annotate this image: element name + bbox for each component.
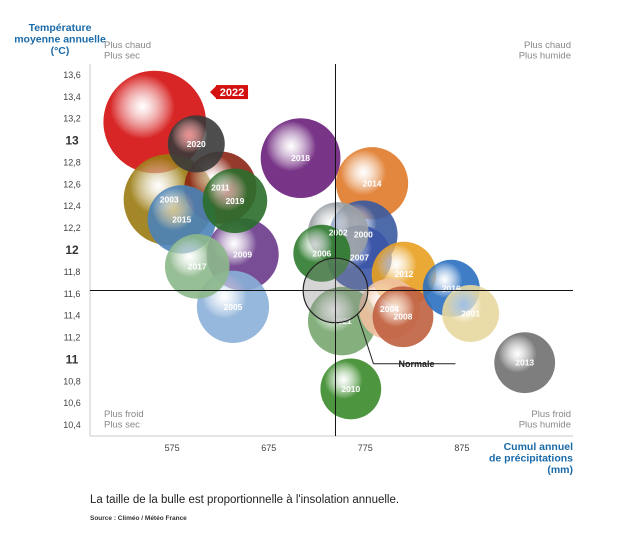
quadrant-label-top-left: Plus sec — [104, 51, 140, 62]
bubble-2021 — [307, 286, 377, 356]
source-line: Source : Climéo / Météo France — [90, 515, 187, 522]
bubble-2020 — [167, 115, 225, 173]
bubble-label-2009: 2009 — [233, 249, 252, 259]
highlight-2022-label: 2022 — [220, 87, 244, 99]
y-tick-label: 11 — [66, 352, 79, 366]
bubble-2014 — [335, 147, 409, 220]
bubble-label-2000: 2000 — [354, 230, 373, 240]
y-tick-label: 10,6 — [63, 398, 81, 408]
bubble-label-2018: 2018 — [291, 153, 310, 163]
x-tick-label: 775 — [358, 443, 373, 453]
x-tick-label: 675 — [261, 443, 276, 453]
quadrant-label-bottom-right: Plus froid — [531, 409, 571, 420]
y-tick-label: 12,2 — [63, 223, 81, 233]
x-axis-title-line: de précipitations — [489, 453, 573, 465]
y-axis-title-line: (°C) — [51, 45, 70, 57]
y-tick-label: 11,2 — [64, 333, 81, 343]
x-axis-title-line: (mm) — [547, 464, 573, 476]
y-tick-label: 12,4 — [63, 201, 81, 211]
y-tick-label: 10,8 — [63, 376, 81, 386]
x-axis-title-line: Cumul annuel — [504, 441, 574, 453]
x-tick-label: 575 — [165, 443, 180, 453]
bubble-2017 — [164, 234, 230, 299]
y-tick-label: 12 — [65, 243, 79, 257]
bubble-2019 — [202, 168, 268, 234]
y-tick-label: 11,4 — [64, 311, 81, 321]
y-tick-label: 13,4 — [63, 92, 81, 102]
bubble-label-2016: 2016 — [442, 283, 461, 293]
y-axis-title-line: Température — [29, 22, 92, 34]
quadrant-label-top-right: Plus chaud — [524, 40, 571, 51]
bubble-label-2012: 2012 — [394, 269, 413, 279]
bubble-2018 — [260, 118, 341, 198]
bubble-label-2011: 2011 — [211, 183, 230, 193]
highlight-2022-arrow — [210, 86, 217, 99]
y-tick-label: 13,6 — [63, 70, 81, 80]
bubble-label-2003: 2003 — [160, 195, 179, 205]
y-tick-label: 10,4 — [63, 420, 81, 430]
highlight-2022-box — [216, 85, 249, 100]
bubble-2013 — [494, 332, 556, 394]
bubble-label-2007: 2007 — [350, 253, 369, 263]
quadrant-label-bottom-right: Plus humide — [519, 420, 571, 431]
quadrant-label-top-left: Plus chaud — [104, 40, 151, 51]
bubble-2001 — [442, 284, 500, 342]
quadrant-label-top-right: Plus humide — [519, 51, 571, 62]
bubble-label-2014: 2014 — [363, 178, 382, 188]
bubble-label-2021: 2021 — [333, 316, 352, 326]
y-tick-label: 12,8 — [63, 157, 81, 167]
y-tick-label: 11,6 — [64, 289, 81, 299]
bubble-2006 — [293, 224, 351, 282]
bubble-label-2017: 2017 — [188, 261, 207, 271]
bubble-label-2015: 2015 — [172, 214, 191, 224]
bubble-label-2020: 2020 — [187, 139, 206, 149]
bubble-label-2010: 2010 — [341, 384, 360, 394]
y-tick-label: 13 — [65, 134, 79, 148]
bubble-2008 — [372, 286, 434, 348]
bubble-label-2001: 2001 — [461, 308, 480, 318]
y-axis-title-line: moyenne annuelle — [14, 34, 106, 46]
normal-label: Normale — [398, 359, 434, 369]
y-tick-label: 11,8 — [64, 267, 81, 277]
normal-leader-line — [357, 314, 374, 364]
bubble-label-2004: 2004 — [380, 304, 399, 314]
quadrant-label-bottom-left: Plus froid — [104, 409, 144, 420]
bubble-label-2008: 2008 — [394, 312, 413, 322]
bubble-label-2006: 2006 — [312, 248, 331, 258]
bubble-label-2005: 2005 — [224, 302, 243, 312]
y-tick-label: 13,2 — [63, 114, 81, 124]
footnote: La taille de la bulle est proportionnell… — [90, 494, 400, 506]
normal-bubble — [302, 257, 369, 324]
bubble-label-2013: 2013 — [515, 358, 534, 368]
x-tick-label: 875 — [454, 443, 469, 453]
quadrant-label-bottom-left: Plus sec — [104, 420, 140, 431]
y-tick-label: 12,6 — [63, 179, 81, 189]
bubble-label-2002: 2002 — [329, 227, 348, 237]
bubble-label-2019: 2019 — [225, 196, 244, 206]
